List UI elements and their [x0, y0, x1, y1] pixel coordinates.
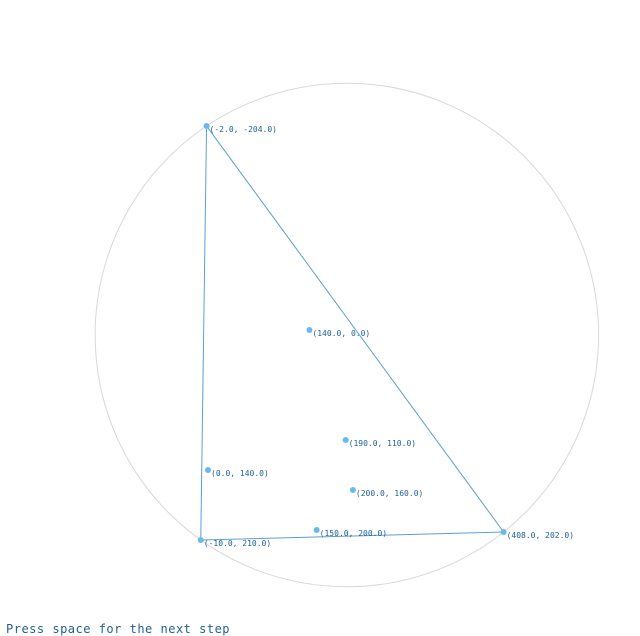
- point-marker: [313, 527, 320, 533]
- point-marker: [349, 487, 356, 493]
- point-marker: [500, 529, 507, 535]
- point-label: (-2.0, -204.0): [210, 125, 277, 134]
- point-marker: [203, 123, 210, 129]
- circumcircle-layer: [94, 82, 600, 588]
- point-label: (0.0, 140.0): [211, 469, 269, 478]
- point-label: (190.0, 110.0): [349, 439, 416, 448]
- triangle-layer: [200, 125, 504, 541]
- circumcircle: [94, 82, 600, 588]
- point-marker: [306, 327, 313, 333]
- point-label: (408.0, 202.0): [507, 531, 574, 540]
- point-label: (-10.0, 210.0): [204, 539, 271, 548]
- point-label: (150.0, 200.0): [320, 529, 387, 538]
- triangle-edge: [200, 125, 208, 541]
- point-marker: [205, 467, 211, 473]
- points-layer: (-2.0, -204.0) (140.0, 0.0) (190.0, 110.0)…: [197, 123, 574, 548]
- point-marker: [197, 537, 204, 543]
- point-label: (200.0, 160.0): [356, 489, 423, 498]
- point-label: (140.0, 0.0): [312, 329, 370, 338]
- point-marker: [342, 437, 349, 443]
- triangle-edge: [206, 125, 504, 533]
- triangle-edge: [200, 531, 504, 541]
- status-instruction: Press space for the next step: [6, 622, 231, 636]
